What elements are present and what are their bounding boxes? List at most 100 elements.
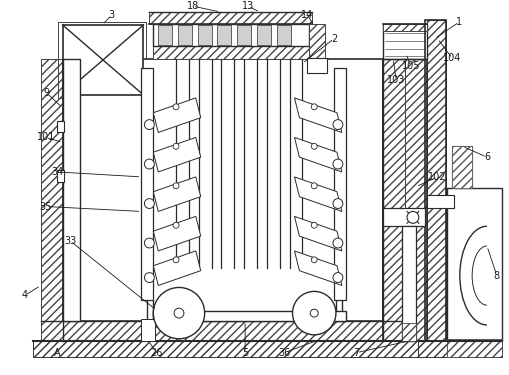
Bar: [383, 24, 426, 59]
Circle shape: [144, 273, 154, 282]
Bar: [63, 59, 383, 321]
Circle shape: [332, 120, 342, 129]
Circle shape: [173, 222, 179, 228]
Bar: [424, 20, 445, 341]
Circle shape: [310, 257, 317, 263]
Bar: [158, 25, 172, 45]
Text: 8: 8: [493, 271, 499, 280]
Bar: [383, 59, 404, 341]
Bar: [302, 25, 323, 59]
Text: 5: 5: [242, 348, 248, 358]
Bar: [41, 321, 404, 341]
Bar: [383, 59, 426, 341]
Text: 105: 105: [401, 62, 419, 71]
Polygon shape: [294, 137, 341, 172]
Bar: [451, 146, 471, 188]
Bar: [197, 25, 211, 45]
Polygon shape: [153, 137, 201, 172]
Text: 6: 6: [483, 152, 489, 162]
Circle shape: [332, 199, 342, 208]
Bar: [63, 59, 80, 321]
Bar: [178, 25, 191, 45]
Bar: [451, 146, 471, 188]
Text: 34: 34: [51, 167, 64, 177]
Circle shape: [144, 238, 154, 248]
Text: 18: 18: [186, 1, 199, 11]
Circle shape: [173, 143, 179, 149]
Circle shape: [173, 104, 179, 110]
Bar: [153, 46, 308, 59]
Bar: [383, 24, 426, 31]
Circle shape: [173, 183, 179, 189]
Bar: [383, 209, 424, 226]
Text: 35: 35: [40, 201, 52, 211]
Bar: [149, 12, 312, 24]
Circle shape: [310, 143, 317, 149]
Text: 7: 7: [353, 348, 359, 358]
Circle shape: [310, 222, 317, 228]
Polygon shape: [294, 98, 341, 132]
Bar: [401, 323, 415, 341]
Polygon shape: [294, 177, 341, 212]
Bar: [401, 226, 415, 341]
Circle shape: [332, 159, 342, 169]
Circle shape: [332, 273, 342, 282]
Bar: [333, 68, 345, 300]
Polygon shape: [153, 177, 201, 212]
Text: 26: 26: [150, 348, 162, 358]
Polygon shape: [294, 251, 341, 285]
Circle shape: [310, 104, 317, 110]
Bar: [153, 311, 345, 321]
Circle shape: [173, 257, 179, 263]
Text: 101: 101: [37, 132, 55, 142]
Bar: [33, 341, 427, 357]
Bar: [417, 341, 501, 357]
Bar: [426, 195, 454, 208]
Circle shape: [144, 159, 154, 169]
Polygon shape: [153, 98, 201, 132]
Bar: [56, 121, 64, 132]
Bar: [426, 20, 445, 341]
Text: 102: 102: [428, 172, 446, 182]
Bar: [308, 24, 324, 59]
Bar: [383, 59, 404, 341]
Circle shape: [292, 291, 335, 335]
Circle shape: [406, 211, 418, 223]
Bar: [58, 22, 146, 98]
Text: 104: 104: [442, 54, 461, 63]
Text: 33: 33: [64, 236, 76, 246]
Text: 36: 36: [278, 348, 290, 358]
Text: 14: 14: [301, 10, 313, 20]
Bar: [63, 25, 84, 59]
Text: A: A: [54, 348, 61, 358]
Bar: [217, 25, 231, 45]
Text: 1: 1: [456, 17, 462, 27]
Text: 3: 3: [108, 10, 115, 20]
Bar: [141, 68, 153, 300]
Bar: [41, 59, 63, 341]
Circle shape: [144, 199, 154, 208]
Polygon shape: [294, 216, 341, 251]
Text: 103: 103: [386, 75, 405, 85]
Text: 4: 4: [22, 290, 28, 300]
Bar: [446, 188, 501, 341]
Text: 9: 9: [44, 88, 50, 98]
Bar: [383, 44, 426, 59]
Bar: [404, 59, 426, 341]
Text: 2: 2: [330, 34, 336, 44]
Circle shape: [153, 288, 204, 339]
Text: 13: 13: [241, 1, 253, 11]
Polygon shape: [153, 216, 201, 251]
Bar: [446, 339, 501, 357]
Polygon shape: [153, 251, 201, 285]
Bar: [307, 58, 326, 73]
Bar: [63, 25, 143, 95]
Bar: [237, 25, 250, 45]
Bar: [56, 170, 64, 182]
Bar: [276, 25, 290, 45]
Circle shape: [144, 120, 154, 129]
Bar: [141, 319, 155, 341]
Bar: [257, 25, 270, 45]
Circle shape: [332, 238, 342, 248]
Circle shape: [310, 183, 317, 189]
